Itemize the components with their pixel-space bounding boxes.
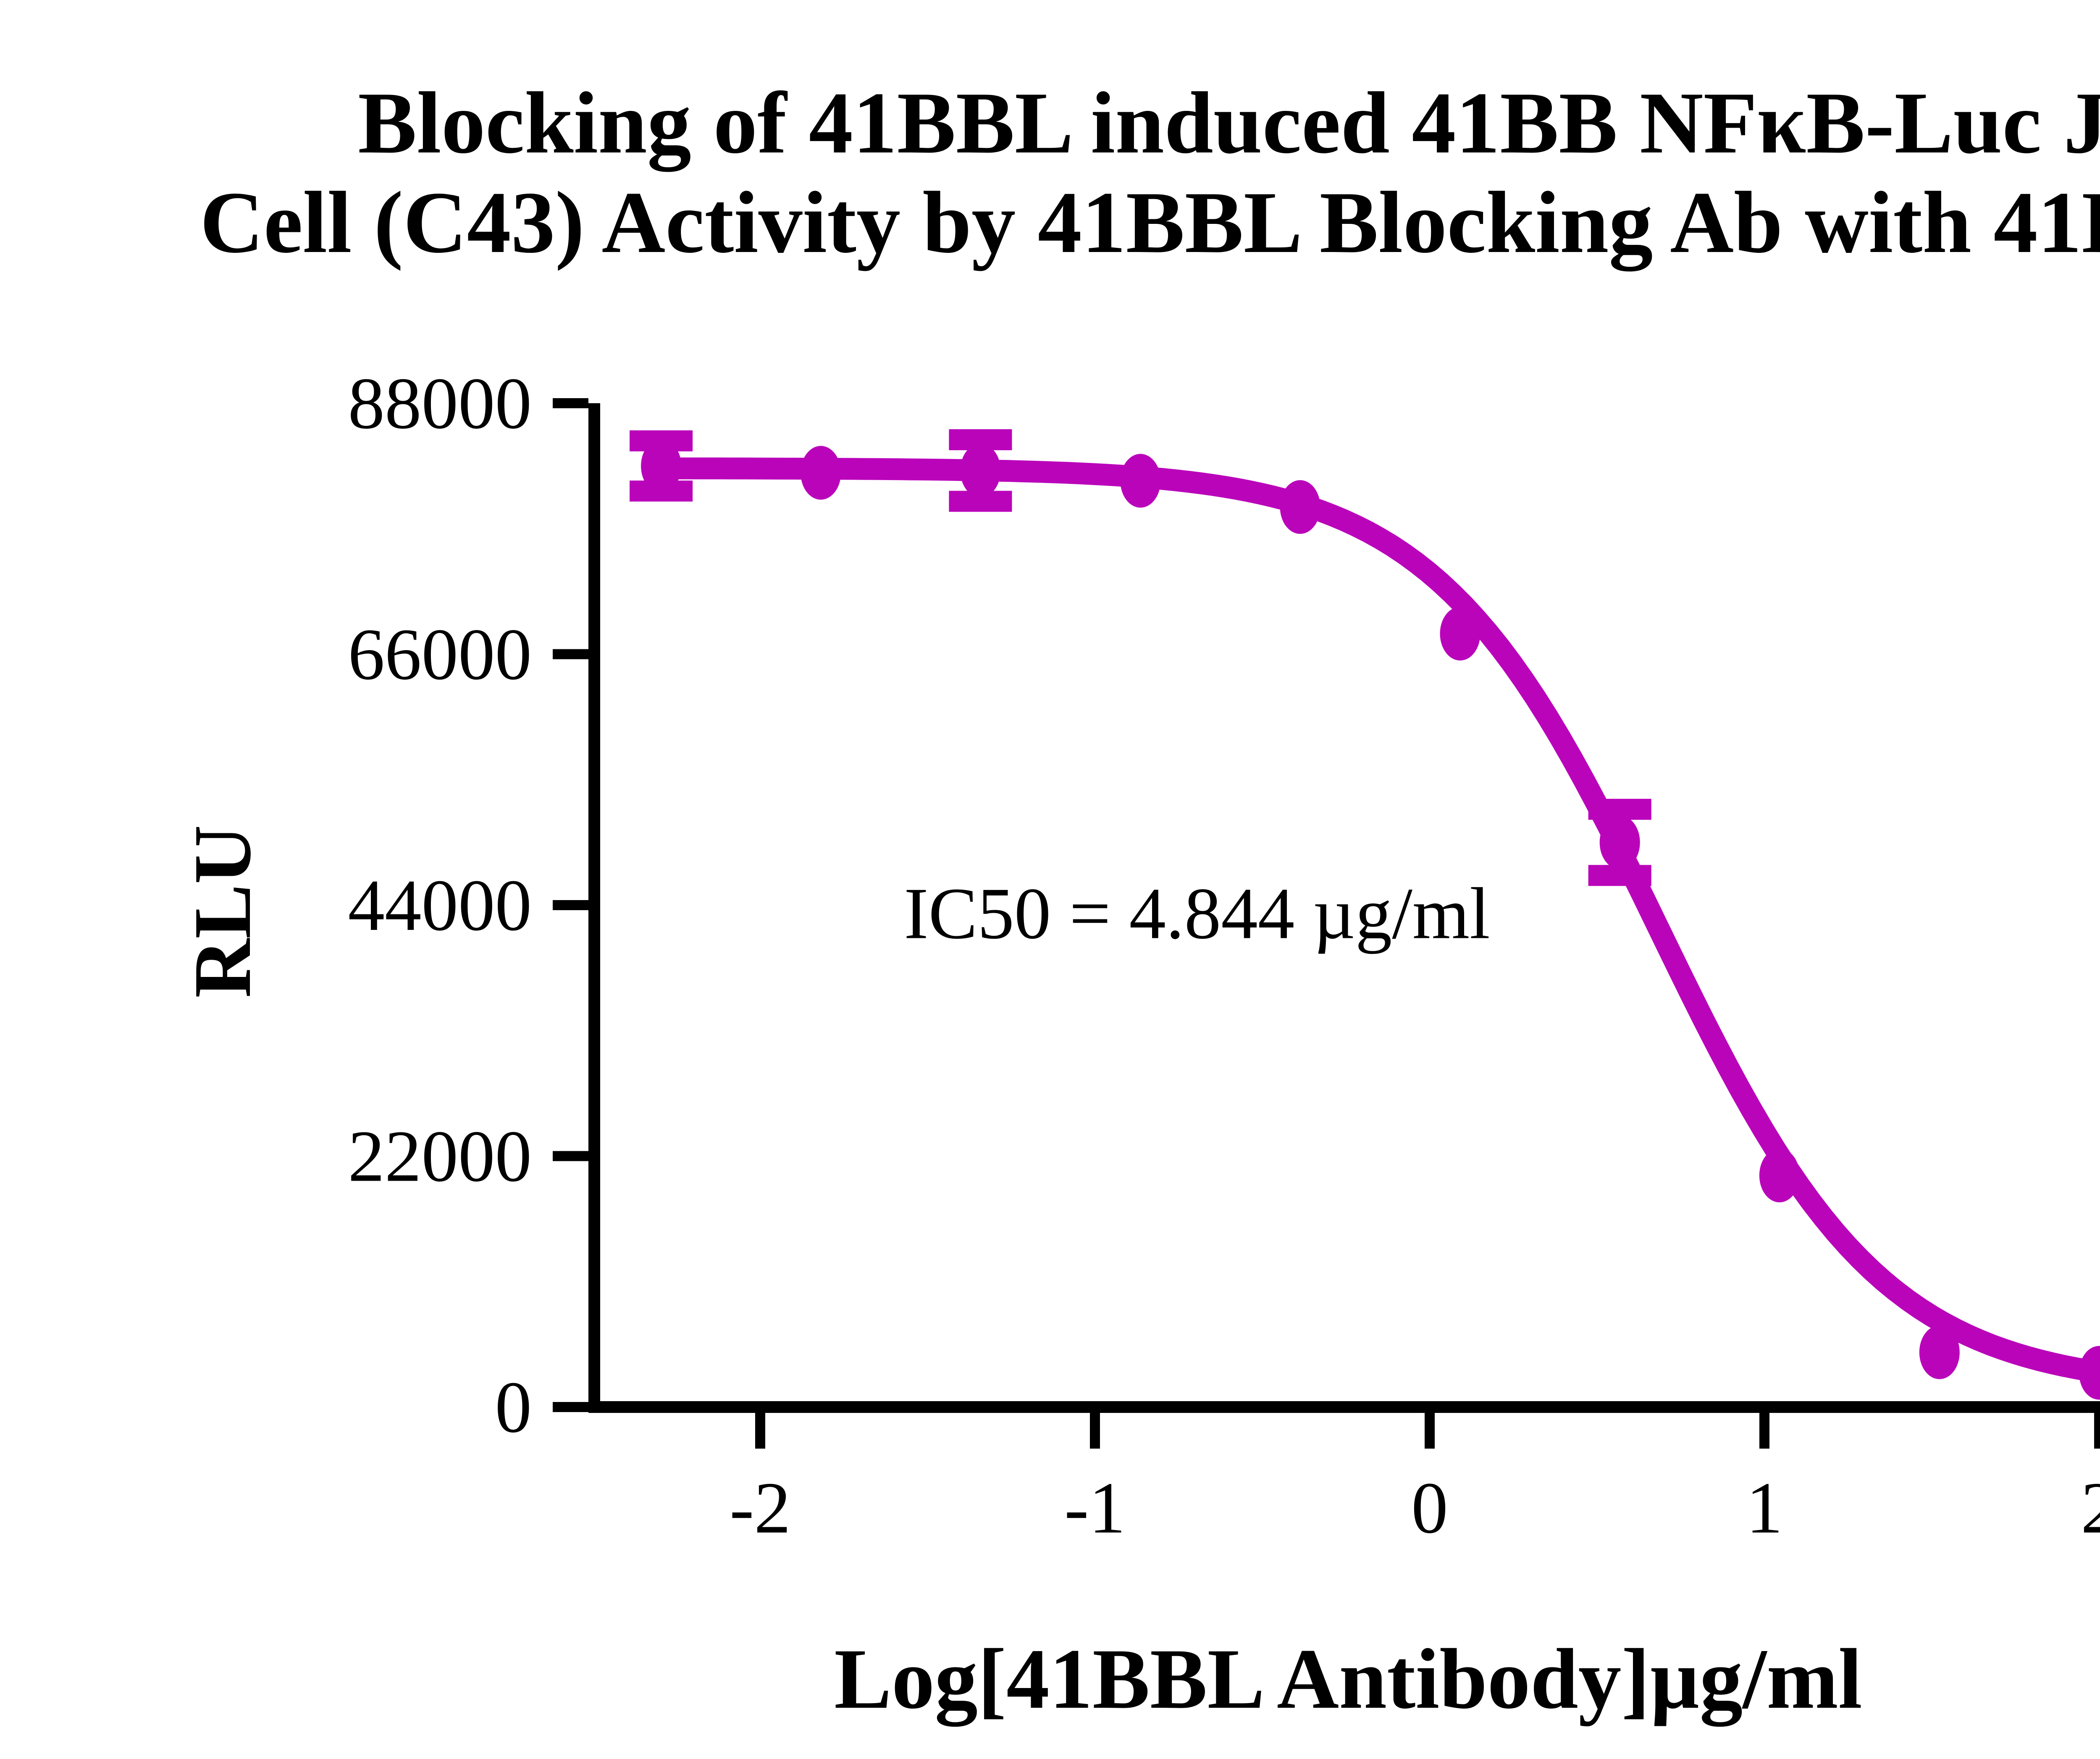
data-point-marker — [2079, 1346, 2100, 1400]
ic50-annotation: IC50 = 4.844 µg/ml — [904, 872, 1490, 954]
axis-lines — [588, 403, 2100, 1413]
x-tick-label: -1 — [1064, 1467, 1126, 1549]
y-tick-label: 22000 — [348, 1116, 532, 1197]
chart-title-line1: Blocking of 41BBL induced 41BB NFκB-Luc … — [358, 74, 2100, 172]
data-point-marker — [1440, 606, 1480, 661]
fit-curve-group — [650, 457, 2100, 1384]
axis-tick-labels: 0 22000 44000 66000 88000 -2 -1 0 1 2 — [348, 362, 2100, 1549]
y-tick-label: 0 — [495, 1366, 532, 1448]
data-point-marker — [1919, 1325, 1960, 1379]
y-tick-label: 44000 — [348, 864, 532, 946]
data-points — [641, 439, 2100, 1400]
data-point-marker — [1120, 454, 1161, 508]
data-point-marker — [1280, 480, 1320, 534]
y-tick-label: 88000 — [348, 362, 532, 444]
x-axis-title: Log[41BBL Antibody]µg/ml — [834, 1631, 1862, 1727]
y-axis-title: RLU — [177, 825, 268, 998]
x-tick-label: -2 — [730, 1467, 791, 1549]
x-tick-label: 2 — [2081, 1467, 2100, 1549]
axis-ticks — [553, 398, 2100, 1449]
y-tick-label: 66000 — [348, 614, 532, 695]
data-point-marker — [1759, 1148, 1800, 1202]
data-point-marker — [1599, 815, 1640, 869]
data-point-marker — [641, 439, 682, 493]
chart-title-line2: Cell (C43) Activity by 41BBL Blocking Ab… — [200, 174, 2100, 272]
data-point-marker — [960, 444, 1001, 498]
x-tick-label: 0 — [1411, 1467, 1448, 1549]
data-point-marker — [801, 446, 841, 500]
fit-curve — [650, 457, 2100, 1384]
chart-title: Blocking of 41BBL induced 41BB NFκB-Luc … — [0, 74, 2100, 273]
x-tick-label: 1 — [1746, 1467, 1783, 1549]
